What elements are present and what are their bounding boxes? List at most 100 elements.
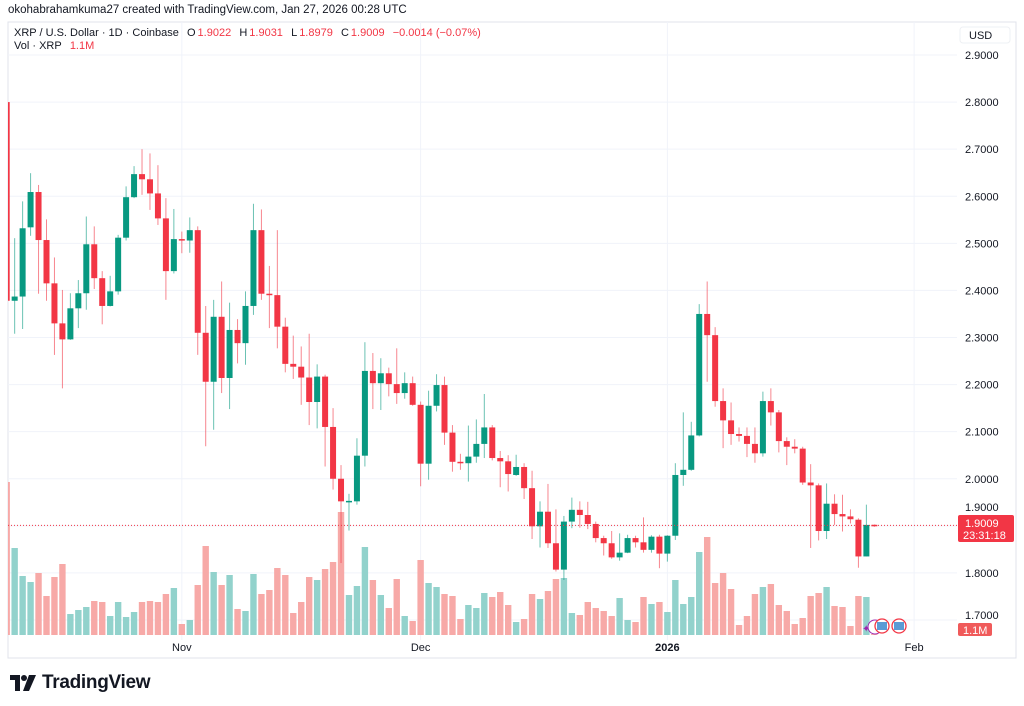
candle-body [871, 524, 878, 527]
candle-body [43, 240, 50, 284]
time-axis[interactable]: Nov Dec 2026 Feb [172, 642, 924, 654]
volume-bar [696, 552, 703, 635]
candle-body [123, 197, 130, 238]
candle-body [75, 293, 82, 309]
volume-bar [783, 611, 790, 635]
volume-bar [855, 596, 862, 635]
candle-body [202, 332, 209, 382]
volume-bar [703, 537, 711, 635]
volume-row: Vol · XRP 1.1M [14, 40, 483, 53]
candle-body [425, 405, 432, 464]
volume-bar [624, 620, 631, 635]
candle-body [720, 401, 727, 421]
currency-badge[interactable] [959, 26, 1011, 44]
volume-bar [329, 562, 337, 635]
candle-body [759, 401, 766, 454]
candle-body [712, 335, 719, 402]
candle-body [282, 326, 289, 364]
candle-body [783, 441, 790, 447]
us-flag-canton [877, 622, 887, 630]
candle-body [537, 511, 544, 527]
high-value: 1.9031 [249, 27, 283, 39]
volume-bar [751, 594, 759, 635]
candle-body [115, 237, 122, 292]
x-tick-label: Nov [172, 642, 192, 654]
candle-body [290, 363, 297, 367]
volume-bar [433, 587, 440, 635]
volume-bar [83, 607, 90, 635]
volume-bar [226, 575, 233, 635]
volume-bar [560, 578, 568, 635]
volume-bar [536, 599, 544, 635]
volume-bar [369, 580, 377, 635]
x-tick-label: 2026 [655, 642, 679, 654]
volume-bar [290, 613, 297, 635]
grid [8, 22, 957, 640]
candle-body [640, 542, 647, 550]
volume-bar [815, 593, 822, 635]
chart-frame [7, 21, 1017, 659]
candle-body [361, 370, 368, 456]
volume-bar [528, 594, 536, 635]
candle-body [170, 239, 177, 272]
symbol-title[interactable]: XRP / U.S. Dollar · 1D · Coinbase [14, 27, 179, 39]
volume-bar [250, 574, 257, 635]
volume-bar [791, 624, 798, 635]
volume-bar [807, 596, 814, 635]
volume-bar [465, 605, 472, 635]
candle-body [218, 316, 225, 378]
candle-body [592, 523, 599, 539]
y-tick-label: 1.8000 [965, 568, 999, 580]
volume-bar [242, 611, 249, 635]
candle-body [863, 524, 870, 557]
volume-bar [688, 597, 695, 635]
tradingview-logo[interactable]: TradingView [10, 672, 151, 694]
volume-bar [51, 577, 58, 635]
x-tick-label: Feb [905, 642, 924, 654]
candle-body [847, 516, 854, 520]
y-tick-label: 2.1000 [965, 427, 999, 439]
volume-bar [576, 615, 584, 635]
candle-body [8, 102, 10, 301]
volume-bar [186, 620, 193, 635]
volume-title[interactable]: Vol · XRP [14, 40, 62, 52]
volume-bar [584, 602, 591, 635]
volume-bar [711, 583, 719, 635]
candle-body [83, 244, 90, 294]
candle-body [696, 313, 703, 436]
volume-bar [353, 586, 361, 635]
candle-body [162, 218, 169, 272]
candles [8, 102, 878, 580]
volume-bar [59, 564, 66, 635]
low-value: 1.8979 [299, 27, 333, 39]
volume-bar [154, 602, 162, 635]
candle-body [107, 291, 114, 306]
price-axis[interactable]: 2.9000 2.8000 2.7000 2.6000 2.5000 2.4000 2.30… [965, 50, 999, 622]
open-value: 1.9022 [197, 27, 232, 39]
candle-body [576, 509, 583, 516]
candle-body [616, 552, 623, 558]
volume-bar [489, 597, 496, 635]
plus-icon[interactable]: ✦ [862, 624, 870, 635]
volume-bar [680, 604, 687, 635]
volume-bar [656, 602, 663, 635]
candle-body [226, 329, 233, 378]
candle-body [369, 370, 376, 384]
volume-bar [313, 580, 321, 635]
candle-body [441, 385, 448, 433]
volume-bar [122, 617, 130, 635]
volume-bar [497, 592, 504, 635]
volume-bar [608, 616, 615, 635]
volume-bar [417, 560, 424, 635]
candle-body [521, 466, 528, 489]
volume-bar [552, 579, 560, 635]
y-tick-label: 2.5000 [965, 238, 999, 250]
y-tick-label: 2.9000 [965, 50, 999, 62]
volume-bar [274, 568, 281, 635]
event-markers[interactable]: ✦ [862, 618, 907, 635]
volume-bar [775, 605, 783, 635]
volume-bar [600, 611, 607, 635]
volume-bar [568, 613, 576, 635]
candle-body [266, 293, 273, 296]
